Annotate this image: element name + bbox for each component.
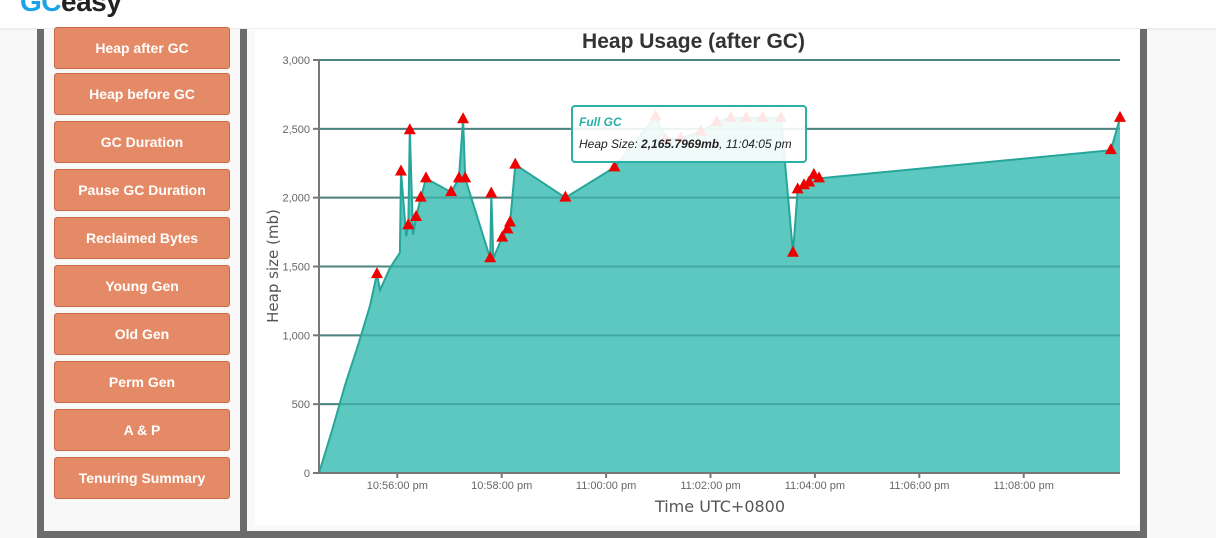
full-gc-marker[interactable] <box>403 123 416 135</box>
tooltip-body: Heap Size: 2,165.7969mb, 11:04:05 pm <box>579 137 792 151</box>
full-gc-marker[interactable] <box>414 190 427 202</box>
full-gc-marker[interactable] <box>370 267 383 279</box>
full-gc-marker[interactable] <box>803 175 816 187</box>
full-gc-marker[interactable] <box>484 251 497 263</box>
full-gc-marker[interactable] <box>485 186 498 198</box>
full-gc-marker[interactable] <box>1114 110 1126 122</box>
heap-before-gc-button[interactable]: Heap before GC <box>54 73 230 115</box>
tooltip-title: Full GC <box>579 115 622 129</box>
tenuring-summary-button[interactable]: Tenuring Summary <box>54 457 230 499</box>
svg-text:500: 500 <box>292 399 310 411</box>
chart-axes <box>313 59 1120 478</box>
young-gen-button[interactable]: Young Gen <box>54 265 230 307</box>
full-gc-marker[interactable] <box>394 164 407 176</box>
full-gc-marker[interactable] <box>791 182 804 194</box>
svg-text:Heap size (mb): Heap size (mb) <box>264 209 282 323</box>
axis-labels: 0 500 1,000 1,500 2,000 2,500 3,000 10:56:00 pm… <box>264 55 1054 516</box>
svg-text:Time UTC+0800: Time UTC+0800 <box>654 497 785 516</box>
svg-text:11:08:00 pm: 11:08:00 pm <box>994 480 1054 492</box>
full-gc-marker[interactable] <box>504 215 517 227</box>
svg-text:2,000: 2,000 <box>282 193 310 205</box>
svg-text:0: 0 <box>304 468 310 480</box>
perm-gen-button[interactable]: Perm Gen <box>54 361 230 403</box>
svg-text:10:56:00 pm: 10:56:00 pm <box>367 480 428 492</box>
svg-text:11:06:00 pm: 11:06:00 pm <box>889 480 949 492</box>
svg-text:11:04:00 pm: 11:04:00 pm <box>785 480 845 492</box>
svg-text:11:00:00 pm: 11:00:00 pm <box>576 480 636 492</box>
gc-duration-button[interactable]: GC Duration <box>54 121 230 163</box>
data-point-tooltip: Full GC Heap Size: 2,165.7969mb, 11:04:0… <box>571 105 807 163</box>
full-gc-marker[interactable] <box>402 218 415 230</box>
full-gc-marker[interactable] <box>445 185 458 197</box>
svg-text:10:58:00 pm: 10:58:00 pm <box>471 480 532 492</box>
full-gc-marker[interactable] <box>813 171 826 183</box>
full-gc-marker[interactable] <box>608 160 621 172</box>
svg-text:11:02:00 pm: 11:02:00 pm <box>680 480 740 492</box>
old-gen-button[interactable]: Old Gen <box>54 313 230 355</box>
heap-area-series[interactable] <box>319 116 1120 474</box>
full-gc-marker[interactable] <box>1104 143 1117 155</box>
full-gc-marker[interactable] <box>559 190 572 202</box>
heap-after-gc-button[interactable]: Heap after GC <box>54 27 230 69</box>
chart-title: Heap Usage (after GC) <box>582 30 805 53</box>
full-gc-marker[interactable] <box>496 230 509 242</box>
full-gc-marker[interactable] <box>410 209 423 221</box>
gceasy-logo[interactable]: GCeasy <box>20 0 122 17</box>
full-gc-marker[interactable] <box>457 112 470 124</box>
full-gc-marker[interactable] <box>501 222 514 234</box>
full-gc-marker[interactable] <box>786 245 799 257</box>
svg-text:2,500: 2,500 <box>282 124 310 136</box>
svg-text:1,500: 1,500 <box>282 262 310 274</box>
full-gc-marker[interactable] <box>797 178 810 190</box>
full-gc-marker[interactable] <box>509 157 522 169</box>
chart-selector-sidebar: Heap after GC Heap before GC GC Duration… <box>44 27 240 531</box>
svg-text:1,000: 1,000 <box>282 330 310 342</box>
pause-gc-duration-button[interactable]: Pause GC Duration <box>54 169 230 211</box>
top-bar: GCeasy <box>0 0 1216 29</box>
full-gc-marker[interactable] <box>420 171 433 183</box>
reclaimed-bytes-button[interactable]: Reclaimed Bytes <box>54 217 230 259</box>
svg-text:3,000: 3,000 <box>282 55 310 67</box>
full-gc-marker[interactable] <box>459 171 472 183</box>
a-and-p-button[interactable]: A & P <box>54 409 230 451</box>
